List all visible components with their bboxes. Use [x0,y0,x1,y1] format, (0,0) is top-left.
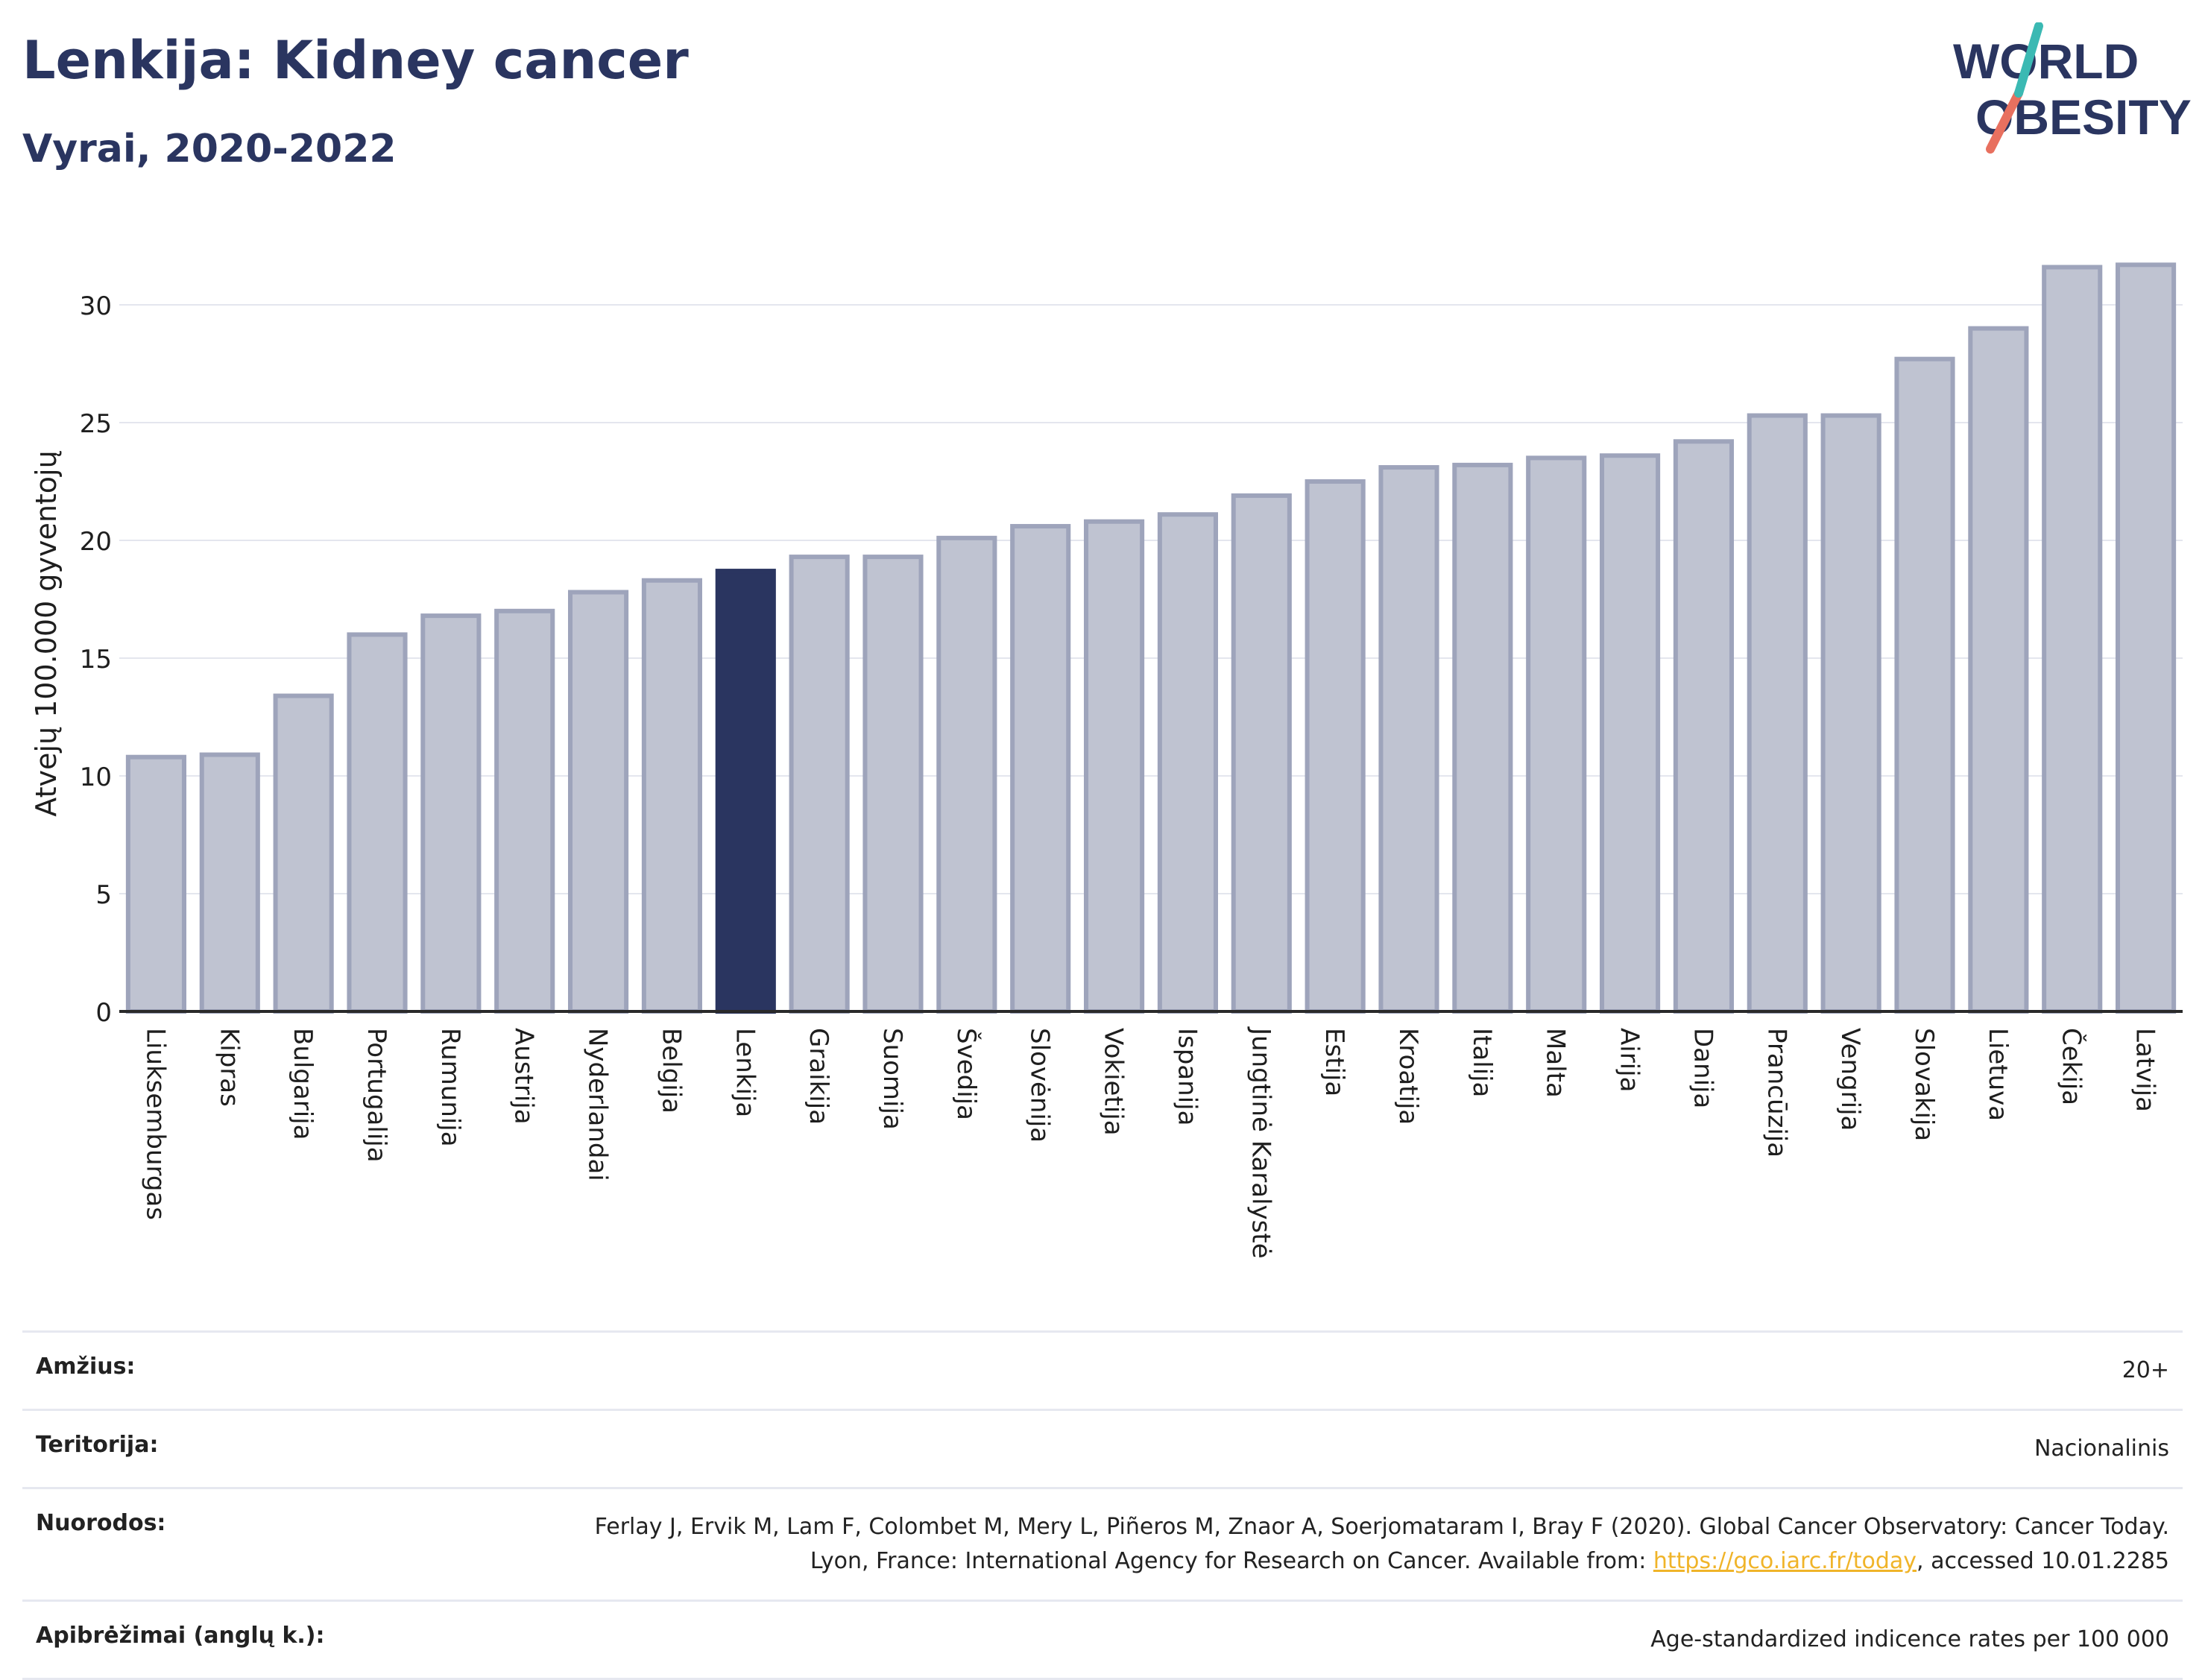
bar-suomija [862,555,924,1014]
bar-danija [1673,439,1734,1014]
bar-estija [1305,479,1366,1014]
references-link[interactable]: https://gco.iarc.fr/today [1653,1548,1917,1574]
bar-lenkija [715,569,776,1014]
info-row-references: Nuorodos: Ferlay J, Ervik M, Lam F, Colo… [22,1487,2183,1600]
bar-slovėnija [1010,524,1071,1014]
world-obesity-logo: WORLD OBESITY [1953,22,2192,154]
bar-belgija [641,578,702,1014]
info-row-territory: Teritorija: Nacionalinis [22,1409,2183,1487]
bar-latvija [2116,262,2177,1014]
x-tick-label: Portugalija [362,1028,391,1163]
y-tick-label: 20 [80,527,112,557]
x-tick-label: Švedija [951,1028,982,1120]
x-tick-label: Austrija [509,1028,539,1125]
x-tick-label: Slovakija [1909,1028,1939,1141]
x-tick-label: Liuksemburgas [140,1028,170,1220]
x-tick-label: Latvija [2130,1028,2160,1112]
page-subtitle: Vyrai, 2020-2022 [22,127,397,171]
x-tick-label: Bulgarija [288,1028,318,1140]
bar-malta [1526,455,1587,1014]
y-tick-label: 0 [95,998,112,1028]
y-tick-label: 30 [80,291,112,321]
x-tick-label: Danija [1688,1028,1717,1108]
territory-value: Nacionalinis [2034,1436,2169,1462]
y-tick-label: 5 [95,880,112,910]
references-value: Ferlay J, Ervik M, Lam F, Colombet M, Me… [529,1510,2169,1579]
age-label: Amžius: [36,1354,136,1380]
x-tick-label: Ispanija [1172,1028,1202,1125]
bar-jungtinė-karalystė [1231,493,1292,1014]
definitions-value: Age-standardized indicence rates per 100… [1650,1626,2169,1652]
logo-slash-teal [2014,22,2043,98]
x-tick-label: Vokietija [1099,1028,1129,1136]
bar-italija [1452,462,1513,1014]
page-title: Lenkija: Kidney cancer [22,30,689,91]
x-tick-label: Vengrija [1835,1028,1865,1131]
x-tick-label: Slovėnija [1025,1028,1055,1143]
bar-kroatija [1378,465,1439,1014]
bar-kipras [199,752,260,1014]
bar-vengrija [1820,413,1881,1014]
x-tick-label: Rumunija [435,1028,465,1147]
x-tick-label: Lietuva [1983,1028,2013,1121]
x-tick-label: Nyderlandai [583,1028,613,1181]
x-tick-label: Malta [1541,1028,1571,1098]
bar-prancūzija [1747,413,1808,1014]
bars [125,262,2177,1014]
x-tick-label: Italija [1467,1028,1497,1097]
y-tick-label: 10 [80,762,112,792]
age-value: 20+ [2122,1357,2169,1383]
x-tick-label: Suomija [877,1028,907,1130]
x-tick-label: Estija [1319,1028,1349,1096]
bar-chart: 0 5 10 15 20 25 30 Liuksemburgas Kipras Bulgarij… [30,262,2183,1259]
info-table: Amžius: 20+ Teritorija: Nacionalinis Nuo… [22,1330,2183,1680]
references-label: Nuorodos: [36,1510,166,1536]
bar-ispanija [1157,512,1218,1014]
bar-rumunija [420,613,482,1014]
x-tick-label: Kroatija [1393,1028,1423,1125]
bar-airija [1600,453,1661,1014]
logo-slash-red [1986,89,2023,154]
y-tick-label: 15 [80,645,112,675]
x-tick-labels: Liuksemburgas Kipras Bulgarija Portugalija R… [140,1026,2160,1259]
bar-lietuva [1968,326,2029,1014]
x-tick-label: Airija [1615,1028,1644,1092]
info-row-definitions: Apibrėžimai (anglų k.): Age-standardized… [22,1600,2183,1680]
x-tick-label: Kipras [214,1028,244,1107]
x-tick-label: Čekija [2057,1028,2087,1105]
definitions-label: Apibrėžimai (anglų k.): [36,1623,325,1649]
bar-liuksemburgas [125,754,186,1014]
y-axis-label: Atvejų 100.000 gyventojų [30,450,63,816]
bar-bulgarija [273,693,334,1014]
y-tick-labels: 0 5 10 15 20 25 30 [80,291,112,1028]
bar-portugalija [347,632,408,1014]
references-text: Ferlay J, Ervik M, Lam F, Colombet M, Me… [594,1514,2169,1574]
bar-vokietija [1084,519,1145,1014]
territory-label: Teritorija: [36,1432,159,1458]
x-tick-label: Jungtinė Karalystė [1246,1026,1275,1259]
x-tick-label: Graikija [804,1028,833,1125]
logo-word-world: WORLD [1953,34,2139,89]
y-tick-label: 25 [80,409,112,439]
bar-slovakija [1894,356,1955,1014]
x-tick-label: Prancūzija [1761,1028,1791,1158]
x-tick-label: Lenkija [730,1028,760,1117]
info-row-age: Amžius: 20+ [22,1330,2183,1409]
bar-nyderlandai [568,590,629,1014]
references-accessed: , accessed 10.01.2285 [1917,1548,2169,1574]
x-tick-label: Belgija [656,1028,686,1114]
bar-graikija [789,555,850,1014]
bar-čekija [2042,265,2103,1014]
bar-švedija [936,535,997,1014]
bar-austrija [494,608,555,1014]
